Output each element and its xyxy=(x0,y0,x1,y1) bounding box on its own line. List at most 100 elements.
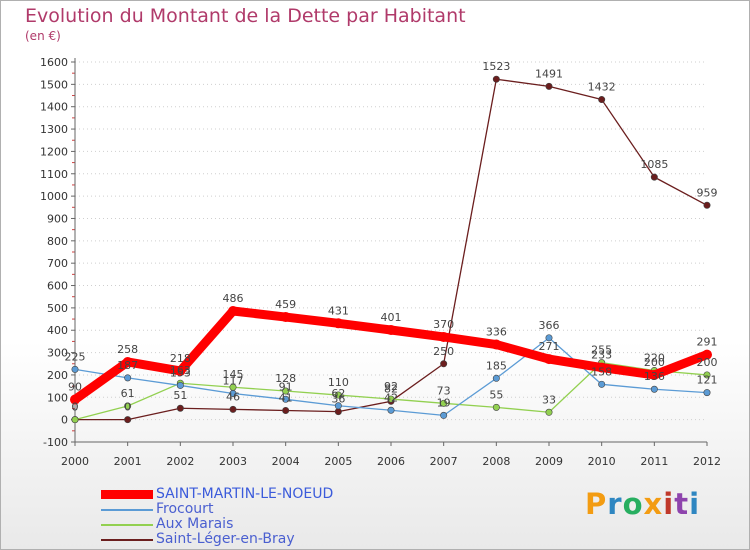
data-label: 200 xyxy=(644,356,665,369)
data-label: 200 xyxy=(697,356,718,369)
data-point xyxy=(70,394,80,405)
y-tick-label: 1300 xyxy=(40,123,68,136)
data-label: 220 xyxy=(644,351,665,364)
data-point xyxy=(703,201,711,209)
data-point xyxy=(544,354,554,365)
data-label: 42 xyxy=(384,391,398,404)
data-point xyxy=(387,395,395,403)
x-tick-label: 2000 xyxy=(61,455,89,468)
series-group xyxy=(70,75,712,424)
x-tick-label: 2002 xyxy=(166,455,194,468)
data-label: 0 xyxy=(72,401,79,414)
x-tick-label: 2003 xyxy=(219,455,247,468)
data-label: 19 xyxy=(437,396,451,409)
y-tick-label: 200 xyxy=(47,369,68,382)
data-label: 136 xyxy=(644,370,665,383)
data-point xyxy=(440,360,448,368)
brand-letter: i xyxy=(663,487,675,521)
data-point xyxy=(282,387,290,395)
y-tick-label: 300 xyxy=(47,347,68,360)
data-point xyxy=(492,403,500,411)
data-label: 121 xyxy=(697,374,718,387)
y-tick-label: 400 xyxy=(47,324,68,337)
data-label: 128 xyxy=(275,372,296,385)
data-point xyxy=(280,312,291,323)
data-label: 258 xyxy=(117,343,138,356)
legend-swatch xyxy=(101,524,153,526)
data-point xyxy=(545,334,553,342)
data-point xyxy=(124,374,132,382)
data-point xyxy=(440,399,448,407)
data-label: 255 xyxy=(591,344,612,357)
brand-letter: o xyxy=(622,487,644,521)
y-tick-label: 800 xyxy=(47,235,68,248)
x-tick-label: 2005 xyxy=(324,455,352,468)
data-label: 233 xyxy=(591,349,612,362)
brand-letter: i xyxy=(689,487,701,521)
data-point xyxy=(545,408,553,416)
data-label: 145 xyxy=(223,368,244,381)
data-point xyxy=(438,331,449,342)
legend-swatch xyxy=(101,509,153,511)
data-label: 336 xyxy=(486,326,507,339)
data-point xyxy=(650,385,658,393)
data-point xyxy=(282,406,290,414)
y-tick-label: -100 xyxy=(43,436,68,449)
data-point xyxy=(334,408,342,416)
data-point xyxy=(703,389,711,397)
data-label: 46 xyxy=(226,390,240,403)
data-label: 51 xyxy=(173,389,187,402)
data-point xyxy=(545,82,553,90)
data-point xyxy=(175,365,186,376)
data-label: 218 xyxy=(170,352,191,365)
y-tick-label: 700 xyxy=(47,257,68,270)
data-label: 187 xyxy=(117,359,138,372)
x-tick-label: 2009 xyxy=(535,455,563,468)
data-point xyxy=(124,402,132,410)
data-point xyxy=(386,325,396,336)
data-point xyxy=(176,381,184,389)
data-label: 62 xyxy=(331,387,345,400)
y-tick-label: 1200 xyxy=(40,145,68,158)
y-tick-label: 1000 xyxy=(40,190,68,203)
data-point xyxy=(333,318,344,329)
data-point xyxy=(596,362,607,373)
y-tick-label: 600 xyxy=(47,280,68,293)
data-label: 92 xyxy=(384,380,398,393)
data-label: 91 xyxy=(279,380,293,393)
data-point xyxy=(440,411,448,419)
y-tick-label: 1400 xyxy=(40,101,68,114)
data-label: 1085 xyxy=(640,158,668,171)
data-label: 250 xyxy=(433,345,454,358)
brand-letter: P xyxy=(585,487,608,521)
data-label: 401 xyxy=(381,311,402,324)
legend-swatch xyxy=(101,539,153,541)
legend-label: Frocourt xyxy=(156,501,214,517)
data-label: 959 xyxy=(697,186,718,199)
data-label: 110 xyxy=(328,376,349,389)
data-point xyxy=(492,374,500,382)
data-point xyxy=(491,339,502,350)
data-label: 0 xyxy=(72,401,79,414)
data-point xyxy=(229,405,237,413)
data-label: 163 xyxy=(170,364,191,377)
y-tick-label: 1600 xyxy=(40,56,68,69)
data-point xyxy=(176,404,184,412)
data-labels: 90 258 218 486 459 431 401 370 336 271 233 200 291 22… xyxy=(65,60,718,413)
data-label: 117 xyxy=(223,374,244,387)
data-label: 55 xyxy=(489,388,503,401)
data-point xyxy=(71,416,79,424)
data-label: 0 xyxy=(124,401,131,414)
data-point xyxy=(334,402,342,410)
data-point xyxy=(334,391,342,399)
data-label: 153 xyxy=(170,366,191,379)
data-label: 41 xyxy=(279,391,293,404)
y-tick-label: 1500 xyxy=(40,78,68,91)
y-tick-label: 900 xyxy=(47,212,68,225)
data-label: 225 xyxy=(65,350,86,363)
data-point xyxy=(282,395,290,403)
data-label: 271 xyxy=(539,340,560,353)
x-tick-label: 2006 xyxy=(377,455,405,468)
x-tick-label: 2012 xyxy=(693,455,721,468)
